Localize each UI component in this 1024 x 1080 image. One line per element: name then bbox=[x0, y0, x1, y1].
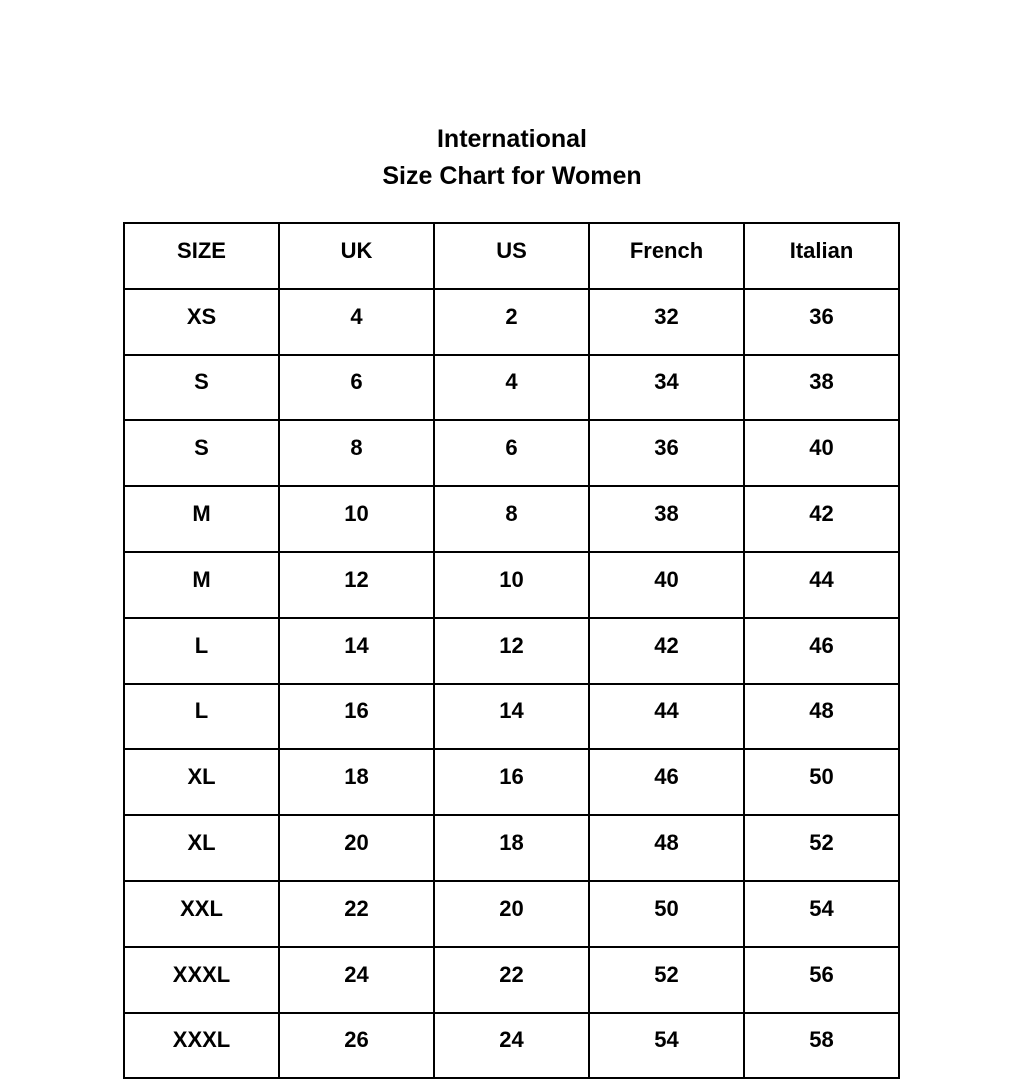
table-row: XL 18 16 46 50 bbox=[123, 748, 900, 817]
value-cell: 8 bbox=[433, 485, 590, 553]
value-cell: 16 bbox=[278, 682, 435, 751]
value-cell: 4 bbox=[433, 353, 590, 422]
table-row: S 6 4 34 38 bbox=[123, 353, 900, 422]
size-cell: XS bbox=[123, 287, 280, 356]
value-cell: 48 bbox=[743, 682, 900, 751]
value-cell: 52 bbox=[588, 945, 745, 1014]
value-cell: 56 bbox=[743, 945, 900, 1014]
size-cell: XL bbox=[123, 748, 280, 817]
value-cell: 20 bbox=[278, 814, 435, 882]
column-header-size: SIZE bbox=[123, 222, 280, 290]
size-cell: XL bbox=[123, 814, 280, 882]
size-chart-table-head: SIZE UK US French Italian bbox=[123, 222, 900, 290]
page-title-line2: Size Chart for Women bbox=[382, 162, 642, 190]
value-cell: 8 bbox=[278, 419, 435, 488]
value-cell: 36 bbox=[743, 287, 900, 356]
column-header-us: US bbox=[433, 222, 590, 290]
value-cell: 46 bbox=[588, 748, 745, 817]
value-cell: 22 bbox=[433, 945, 590, 1014]
value-cell: 40 bbox=[743, 419, 900, 488]
value-cell: 50 bbox=[588, 879, 745, 948]
page-title: International Size Chart for Women bbox=[0, 121, 1024, 195]
value-cell: 18 bbox=[433, 814, 590, 882]
table-row: XXXL 24 22 52 56 bbox=[123, 945, 900, 1014]
value-cell: 20 bbox=[433, 879, 590, 948]
value-cell: 6 bbox=[278, 353, 435, 422]
table-row: XXXL 26 24 54 58 bbox=[123, 1011, 900, 1080]
column-header-uk: UK bbox=[278, 222, 435, 290]
table-row: S 8 6 36 40 bbox=[123, 419, 900, 488]
value-cell: 18 bbox=[278, 748, 435, 817]
page-title-line1: International bbox=[436, 125, 587, 153]
value-cell: 32 bbox=[588, 287, 745, 356]
table-row: M 12 10 40 44 bbox=[123, 550, 900, 619]
value-cell: 48 bbox=[588, 814, 745, 882]
value-cell: 24 bbox=[433, 1011, 590, 1080]
size-cell: L bbox=[123, 682, 280, 751]
value-cell: 50 bbox=[743, 748, 900, 817]
value-cell: 42 bbox=[588, 616, 745, 685]
size-cell: L bbox=[123, 616, 280, 685]
size-cell: XXXL bbox=[123, 945, 280, 1014]
value-cell: 52 bbox=[743, 814, 900, 882]
value-cell: 12 bbox=[433, 616, 590, 685]
value-cell: 42 bbox=[743, 485, 900, 553]
table-row: XXL 22 20 50 54 bbox=[123, 879, 900, 948]
value-cell: 14 bbox=[278, 616, 435, 685]
value-cell: 44 bbox=[743, 550, 900, 619]
value-cell: 6 bbox=[433, 419, 590, 488]
value-cell: 26 bbox=[278, 1011, 435, 1080]
value-cell: 2 bbox=[433, 287, 590, 356]
value-cell: 12 bbox=[278, 550, 435, 619]
table-row: L 14 12 42 46 bbox=[123, 616, 900, 685]
size-cell: XXXL bbox=[123, 1011, 280, 1080]
value-cell: 44 bbox=[588, 682, 745, 751]
value-cell: 24 bbox=[278, 945, 435, 1014]
value-cell: 16 bbox=[433, 748, 590, 817]
value-cell: 10 bbox=[278, 485, 435, 553]
value-cell: 14 bbox=[433, 682, 590, 751]
size-cell: S bbox=[123, 353, 280, 422]
value-cell: 46 bbox=[743, 616, 900, 685]
size-chart-table-body: XS 4 2 32 36 S 6 4 34 38 S 8 6 36 40 M 10 8 38 42 M 12 10 40 44 L… bbox=[123, 287, 900, 1080]
value-cell: 22 bbox=[278, 879, 435, 948]
value-cell: 4 bbox=[278, 287, 435, 356]
size-cell: M bbox=[123, 485, 280, 553]
table-row: L 16 14 44 48 bbox=[123, 682, 900, 751]
size-cell: S bbox=[123, 419, 280, 488]
column-header-italian: Italian bbox=[743, 222, 900, 290]
header-row: SIZE UK US French Italian bbox=[123, 222, 900, 290]
value-cell: 54 bbox=[588, 1011, 745, 1080]
size-chart-table: SIZE UK US French Italian XS 4 2 32 36 S 6 4 34 3… bbox=[123, 222, 900, 1080]
value-cell: 38 bbox=[743, 353, 900, 422]
column-header-french: French bbox=[588, 222, 745, 290]
size-cell: XXL bbox=[123, 879, 280, 948]
value-cell: 36 bbox=[588, 419, 745, 488]
value-cell: 54 bbox=[743, 879, 900, 948]
table-row: XS 4 2 32 36 bbox=[123, 287, 900, 356]
value-cell: 40 bbox=[588, 550, 745, 619]
value-cell: 10 bbox=[433, 550, 590, 619]
table-row: XL 20 18 48 52 bbox=[123, 814, 900, 882]
value-cell: 58 bbox=[743, 1011, 900, 1080]
table-row: M 10 8 38 42 bbox=[123, 485, 900, 553]
value-cell: 38 bbox=[588, 485, 745, 553]
value-cell: 34 bbox=[588, 353, 745, 422]
size-cell: M bbox=[123, 550, 280, 619]
